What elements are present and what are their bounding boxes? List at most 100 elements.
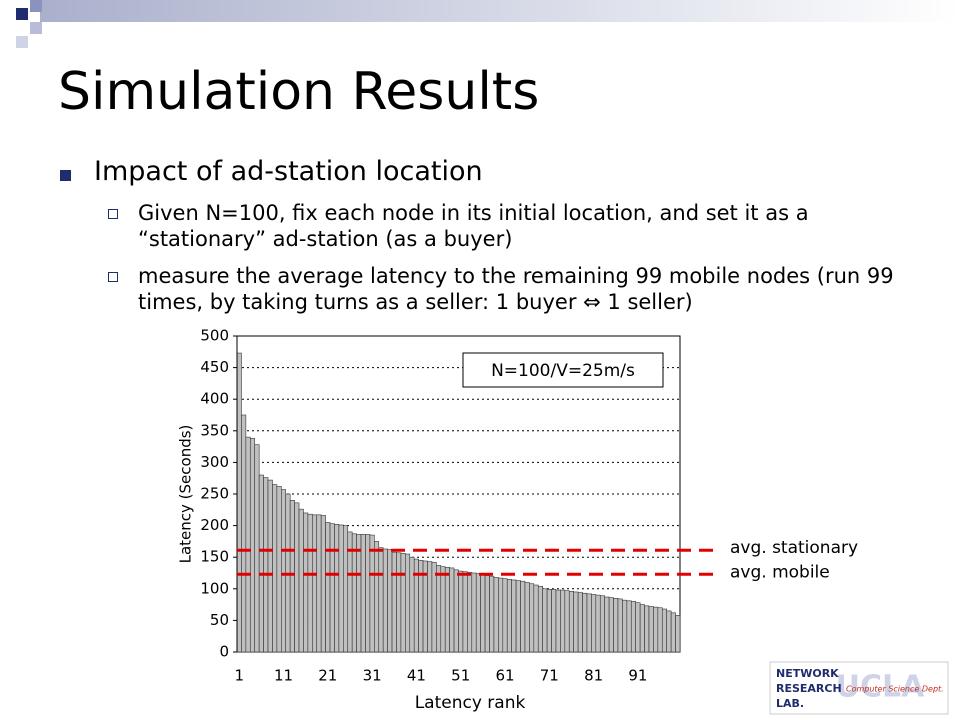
x-tick-label: 41 bbox=[407, 667, 426, 685]
bar bbox=[387, 549, 393, 653]
bar bbox=[489, 575, 495, 653]
bar bbox=[599, 595, 605, 653]
bar bbox=[657, 607, 663, 653]
reference-label: avg. mobile bbox=[730, 562, 830, 582]
bar bbox=[480, 574, 486, 653]
x-tick-label: 11 bbox=[274, 667, 293, 685]
bar bbox=[312, 514, 318, 653]
y-tick-label: 50 bbox=[210, 611, 229, 629]
bar bbox=[236, 352, 242, 653]
bar bbox=[511, 579, 517, 653]
bar bbox=[533, 584, 539, 653]
bar bbox=[444, 567, 450, 653]
bar bbox=[608, 597, 614, 653]
bar bbox=[272, 484, 278, 653]
sub-bullet: measure the average latency to the remai… bbox=[138, 264, 894, 314]
bullet-marker bbox=[108, 209, 118, 219]
bar bbox=[258, 474, 264, 653]
y-tick-label: 300 bbox=[200, 453, 229, 471]
logo-badge: UCLA bbox=[836, 670, 925, 705]
bar bbox=[604, 596, 610, 653]
bar bbox=[409, 556, 415, 653]
bar bbox=[280, 489, 287, 653]
bar bbox=[471, 572, 477, 653]
bar bbox=[675, 615, 681, 653]
bar bbox=[453, 569, 459, 653]
bar bbox=[458, 570, 464, 653]
bar bbox=[391, 551, 397, 653]
bar bbox=[369, 534, 375, 653]
reference-label: avg. stationary bbox=[730, 538, 858, 558]
bullet-marker bbox=[108, 272, 118, 282]
bar bbox=[267, 479, 273, 653]
y-tick-label: 350 bbox=[200, 421, 229, 439]
logo-tagline: Computer Science Dept. bbox=[846, 685, 944, 694]
bar bbox=[249, 438, 256, 653]
x-tick-label: 71 bbox=[540, 667, 559, 685]
x-tick-label: 61 bbox=[495, 667, 514, 685]
bar bbox=[436, 565, 442, 653]
bar bbox=[329, 523, 335, 653]
y-tick-label: 450 bbox=[200, 358, 229, 376]
bar bbox=[334, 524, 340, 653]
bar bbox=[622, 599, 628, 653]
x-tick-label: 81 bbox=[584, 667, 603, 685]
bar bbox=[524, 582, 530, 653]
y-tick-label: 200 bbox=[200, 516, 229, 534]
bar bbox=[254, 444, 260, 653]
bar bbox=[551, 589, 557, 653]
bar bbox=[653, 606, 659, 653]
logo-line: RESEARCH bbox=[776, 682, 842, 695]
y-tick-label: 0 bbox=[219, 643, 229, 661]
bar bbox=[263, 477, 269, 653]
bar bbox=[493, 577, 499, 653]
x-tick-label: 51 bbox=[451, 667, 470, 685]
slide-title: Simulation Results bbox=[58, 62, 540, 122]
bar bbox=[396, 552, 402, 653]
bar bbox=[307, 513, 313, 653]
logo-line: NETWORK bbox=[776, 667, 839, 680]
bar bbox=[360, 534, 366, 653]
bar bbox=[555, 589, 561, 653]
bar bbox=[484, 575, 490, 653]
bar bbox=[520, 580, 526, 653]
annotation: N=100/V=25m/s bbox=[491, 361, 635, 381]
deco bbox=[16, 8, 28, 20]
bar bbox=[617, 598, 623, 653]
bar bbox=[582, 592, 588, 653]
bar bbox=[591, 594, 597, 653]
bar bbox=[382, 548, 388, 653]
bar bbox=[298, 508, 304, 653]
bar bbox=[515, 580, 521, 653]
bullet-marker bbox=[60, 170, 71, 181]
y-tick-label: 100 bbox=[200, 579, 229, 597]
bar bbox=[626, 600, 632, 653]
bar bbox=[316, 514, 322, 653]
bar bbox=[595, 594, 601, 653]
bar bbox=[241, 414, 247, 653]
bar bbox=[338, 524, 344, 653]
bar bbox=[560, 589, 566, 653]
bar bbox=[449, 567, 455, 653]
x-tick-label: 91 bbox=[628, 667, 647, 685]
y-tick-label: 400 bbox=[200, 390, 229, 408]
bar bbox=[630, 601, 637, 653]
bar bbox=[405, 553, 411, 653]
logo-box bbox=[769, 661, 949, 715]
bar bbox=[498, 577, 504, 653]
bar bbox=[462, 571, 468, 653]
bar bbox=[294, 502, 300, 653]
bar bbox=[661, 608, 668, 653]
bar bbox=[356, 534, 362, 653]
bar bbox=[502, 578, 508, 653]
top-bar bbox=[40, 0, 960, 22]
x-axis-label: Latency rank bbox=[415, 693, 526, 713]
x-tick-label: 21 bbox=[318, 667, 337, 685]
bar bbox=[564, 590, 570, 653]
deco bbox=[30, 0, 42, 12]
bar bbox=[245, 436, 251, 653]
bar bbox=[542, 588, 548, 653]
bar bbox=[577, 592, 583, 653]
